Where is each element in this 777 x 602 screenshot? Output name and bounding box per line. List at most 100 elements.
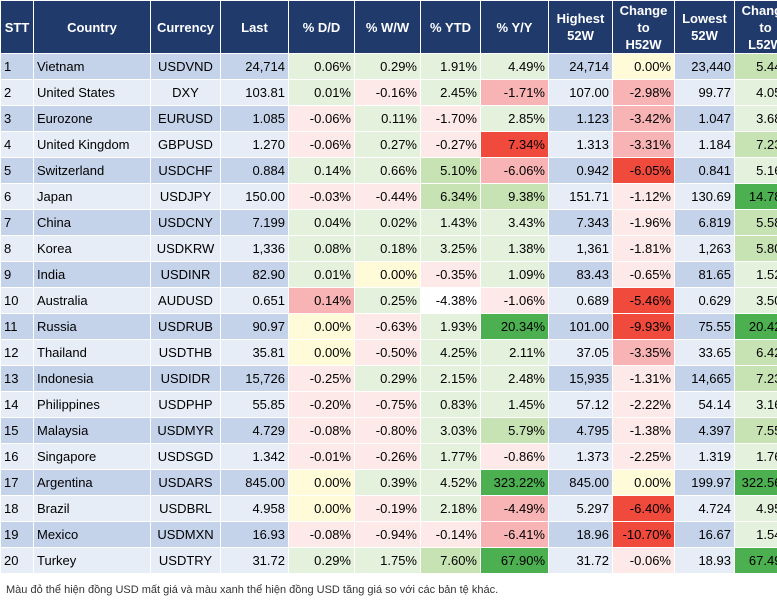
cell-chg-l52: 5.58% [734,209,777,236]
cell-chg-h52: -2.98% [612,79,675,106]
cell-last: 845.00 [220,469,289,496]
table-row: 19 Mexico USDMXN 16.93 -0.08% -0.94% -0.14% -6.… [0,521,777,548]
cell-dd: 0.06% [288,53,355,80]
cell-dd: 0.00% [288,313,355,340]
cell-low52: 1.184 [674,131,735,158]
column-header-high52: Highest 52W [548,0,613,54]
cell-dd: 0.14% [288,157,355,184]
cell-ytd: 3.25% [420,235,481,262]
cell-high52: 15,935 [548,365,613,392]
cell-dd: 0.08% [288,235,355,262]
cell-chg-l52: 20.42% [734,313,777,340]
cell-ytd: 1.93% [420,313,481,340]
cell-yy: -1.06% [480,287,549,314]
table-row: 4 United Kingdom GBPUSD 1.270 -0.06% 0.27% -0.… [0,131,777,158]
cell-low52: 4.397 [674,417,735,444]
cell-yy: 2.48% [480,365,549,392]
cell-country: China [33,209,151,236]
cell-stt: 5 [0,157,34,184]
cell-chg-l52: 1.76% [734,443,777,470]
table-row: 17 Argentina USDARS 845.00 0.00% 0.39% 4.52% 32… [0,469,777,496]
cell-ww: -0.94% [354,521,421,548]
cell-last: 4.958 [220,495,289,522]
cell-stt: 4 [0,131,34,158]
cell-yy: 9.38% [480,183,549,210]
cell-high52: 151.71 [548,183,613,210]
table-row: 1 Vietnam USDVND 24,714 0.06% 0.29% 1.91% 4.49%… [0,53,777,80]
cell-country: Thailand [33,339,151,366]
table-row: 5 Switzerland USDCHF 0.884 0.14% 0.66% 5.10% -6… [0,157,777,184]
cell-low52: 81.65 [674,261,735,288]
table-row: 13 Indonesia USDIDR 15,726 -0.25% 0.29% 2.15% 2… [0,365,777,392]
cell-country: Switzerland [33,157,151,184]
table-body: 1 Vietnam USDVND 24,714 0.06% 0.29% 1.91% 4.49%… [0,53,777,574]
cell-currency: DXY [150,79,221,106]
cell-yy: 1.45% [480,391,549,418]
cell-last: 7.199 [220,209,289,236]
cell-currency: USDCHF [150,157,221,184]
cell-country: Eurozone [33,105,151,132]
cell-chg-l52: 5.16% [734,157,777,184]
cell-chg-l52: 7.23% [734,131,777,158]
cell-yy: -1.71% [480,79,549,106]
fx-rates-table: STT Country Currency Last% D/D% W/W% YTD% Y… [0,0,777,574]
cell-country: Brazil [33,495,151,522]
cell-high52: 83.43 [548,261,613,288]
cell-last: 103.81 [220,79,289,106]
cell-ww: 0.29% [354,365,421,392]
cell-country: Japan [33,183,151,210]
cell-ytd: 1.43% [420,209,481,236]
cell-ww: -0.16% [354,79,421,106]
cell-country: Indonesia [33,365,151,392]
cell-country: Australia [33,287,151,314]
cell-stt: 6 [0,183,34,210]
cell-last: 31.72 [220,547,289,574]
cell-chg-h52: -2.25% [612,443,675,470]
cell-ww: 0.00% [354,261,421,288]
cell-high52: 24,714 [548,53,613,80]
cell-chg-h52: -6.40% [612,495,675,522]
table-header: STT Country Currency Last% D/D% W/W% YTD% Y… [0,0,777,54]
cell-low52: 4.724 [674,495,735,522]
cell-last: 1.270 [220,131,289,158]
cell-stt: 7 [0,209,34,236]
cell-chg-l52: 322.56% [734,469,777,496]
cell-chg-l52: 6.42% [734,339,777,366]
cell-low52: 75.55 [674,313,735,340]
cell-high52: 37.05 [548,339,613,366]
cell-stt: 9 [0,261,34,288]
column-header-ww: % W/W [354,0,421,54]
cell-currency: USDCNY [150,209,221,236]
cell-chg-h52: -6.05% [612,157,675,184]
cell-country: Vietnam [33,53,151,80]
cell-chg-l52: 5.44% [734,53,777,80]
cell-ww: -0.26% [354,443,421,470]
cell-country: India [33,261,151,288]
cell-ww: 0.02% [354,209,421,236]
table-row: 14 Philippines USDPHP 55.85 -0.20% -0.75% 0.83… [0,391,777,418]
cell-currency: USDINR [150,261,221,288]
cell-stt: 16 [0,443,34,470]
cell-last: 150.00 [220,183,289,210]
cell-stt: 18 [0,495,34,522]
cell-yy: -4.49% [480,495,549,522]
cell-currency: USDJPY [150,183,221,210]
cell-chg-h52: -9.93% [612,313,675,340]
cell-chg-h52: -10.70% [612,521,675,548]
cell-chg-l52: 7.23% [734,365,777,392]
cell-country: Turkey [33,547,151,574]
cell-chg-l52: 1.52% [734,261,777,288]
column-header-ytd: % YTD [420,0,481,54]
cell-currency: USDRUB [150,313,221,340]
cell-country: United Kingdom [33,131,151,158]
cell-ytd: -1.70% [420,105,481,132]
footnote: Màu đỏ thể hiện đồng USD mất giá và màu … [6,584,499,596]
cell-ytd: 4.25% [420,339,481,366]
cell-ww: 0.11% [354,105,421,132]
table-row: 8 Korea USDKRW 1,336 0.08% 0.18% 3.25% 1.38% 1,3… [0,235,777,262]
column-header-low52: Lowest 52W [674,0,735,54]
cell-currency: USDBRL [150,495,221,522]
cell-stt: 15 [0,417,34,444]
header-row: STT Country Currency Last% D/D% W/W% YTD% Y… [0,0,777,54]
cell-high52: 4.795 [548,417,613,444]
